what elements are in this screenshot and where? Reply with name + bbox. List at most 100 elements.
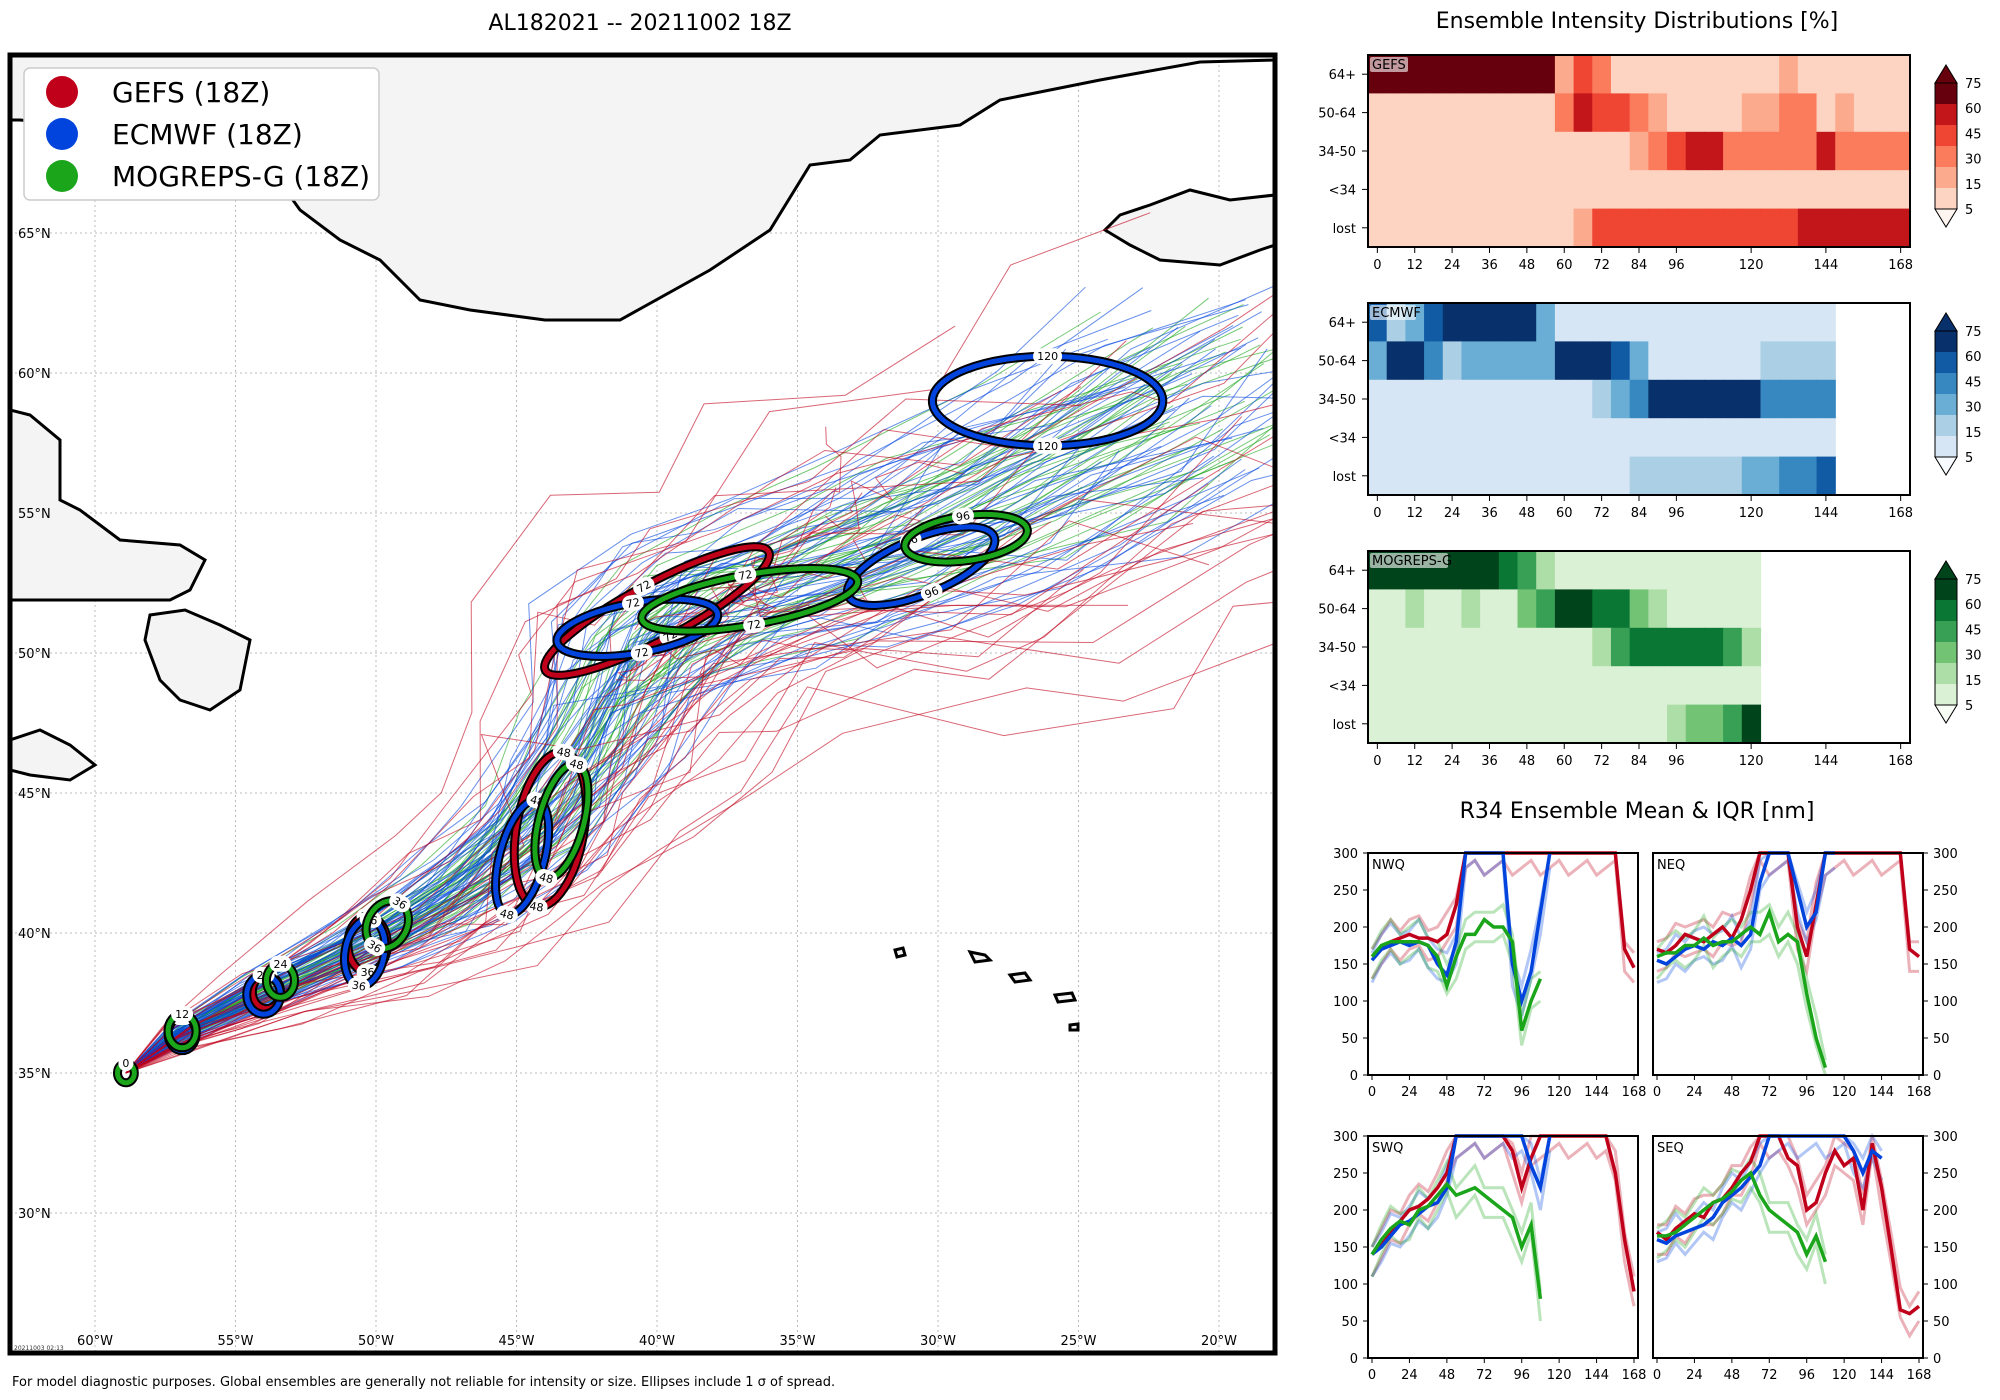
heatmap-cell [1498,666,1519,706]
heatmap-cell [1461,93,1481,133]
latitude-labels: 65°N 60°N 55°N 50°N 45°N 40°N 35°N 30°N [18,227,51,1222]
xtick-label: 120 [1832,1085,1857,1100]
spread-ellipse: 48 48 [530,755,593,887]
heatmap-cell [1517,208,1537,248]
heatmap-cell [1405,627,1425,667]
heatmap-cell [1442,704,1463,744]
heatmap-cell [1891,131,1911,171]
legend-marker [46,76,78,108]
heatmap-cell [1442,208,1463,248]
xtick-label: 72 [1593,754,1610,769]
xtick-label: 48 [1724,1368,1741,1383]
heatmap-cell [1480,704,1500,744]
xtick-label: 144 [1813,754,1838,769]
heatmap-cell [1723,93,1743,133]
ytick-label: 100 [1333,1278,1358,1293]
heatmap-cell [1536,170,1556,210]
spread-ellipse: 120 120 [927,348,1168,454]
r34-iqr-line [1657,1133,1921,1310]
xtick-label: 144 [1869,1368,1894,1383]
heatmap-cell [1816,170,1836,210]
heatmap-cell [1554,551,1575,590]
ellipse-label: 24 [273,958,287,971]
heatmap-cell [1610,551,1631,590]
heatmap-cell [1741,341,1762,381]
row-label: 50-64 [1318,355,1356,370]
heatmap-cell [1386,170,1406,210]
heatmap-cell [1797,303,1818,342]
ellipse-label: 72 [635,578,653,596]
ytick-label: 0 [1350,1352,1358,1367]
cbar-tick: 15 [1965,178,1982,193]
xtick-label: 96 [1513,1085,1530,1100]
heatmap-cell [1723,627,1743,667]
heatmap-cell [1667,666,1687,706]
heatmap-cell [1629,551,1649,590]
heatmap-cell [1610,341,1631,381]
heatmap-cell [1648,666,1668,706]
ytick-label: 100 [1333,995,1358,1010]
heatmap-cell [1386,131,1406,171]
heatmap-cell [1797,456,1818,496]
cbar-tick: 75 [1965,325,1982,340]
spread-ellipse: 0 [112,1055,139,1088]
lon-label: 35°W [780,1334,816,1349]
quadrant-label: NEQ [1657,858,1685,873]
heatmap-cell [1610,704,1631,744]
lon-label: 60°W [77,1334,113,1349]
heatmap-cell [1779,131,1799,171]
xtick-label: 12 [1406,258,1423,273]
heatmap-cell [1723,303,1743,342]
xtick-label: 120 [1739,506,1764,521]
heatmap-cell [1480,456,1500,496]
xtick-label: 60 [1556,506,1573,521]
heatmap-cell [1835,55,1855,94]
heatmap-cell [1368,666,1388,706]
heatmap-cell [1461,170,1481,210]
heatmap-cell [1872,170,1892,210]
heatmap-cell [1592,627,1612,667]
heatmap-cell [1405,456,1425,496]
heatmap-cell [1648,341,1668,381]
heatmap-cell [1405,131,1425,171]
heatmap-cell [1610,170,1631,210]
lon-label: 40°W [639,1334,675,1349]
heatmap-cell [1480,170,1500,210]
lon-label: 25°W [1061,1334,1097,1349]
heatmap-cell [1648,627,1668,667]
xtick-label: 168 [1888,258,1913,273]
heatmap-cell [1517,379,1537,419]
heatmap-cell [1704,704,1724,744]
heatmap-cell [1424,303,1444,342]
lat-label: 45°N [18,787,51,802]
land-newfoundland [143,608,252,712]
r34-iqr-line [1656,857,1836,984]
ytick-label: 300 [1333,847,1358,862]
xtick-label: 144 [1584,1085,1609,1100]
r34-panel-swq: SWQ 300 250 200 150 100 50 00 24 48 72 96 120 144 168 [1333,1130,1646,1383]
track-line [125,386,1082,1074]
ytick-label: 200 [1333,1204,1358,1219]
xtick-label: 48 [1519,754,1536,769]
xtick-label: 48 [1519,506,1536,521]
track-line [660,492,863,679]
track-line [125,521,1052,1074]
ytick-label: 200 [1333,921,1358,936]
heatmap-cell [1741,627,1762,667]
heatmap-cell [1667,93,1687,133]
heatmap-cell [1424,666,1444,706]
heatmap-cell [1386,93,1406,133]
heatmap-cell [1461,551,1481,590]
heatmap-cell [1667,627,1687,667]
heatmap-cell [1891,208,1911,248]
heatmap-cell [1573,93,1593,133]
heatmap-cell [1536,627,1556,667]
heatmap-cell [1872,93,1892,133]
heatmap-cell [1573,379,1593,419]
heatmap-cell [1648,589,1668,629]
xtick-label: 0 [1368,1368,1376,1383]
heatmap-cell [1797,131,1818,171]
heatmap-cell [1480,551,1500,590]
ellipse-label: 120 [1037,350,1058,363]
heatmap-cell [1779,418,1799,458]
